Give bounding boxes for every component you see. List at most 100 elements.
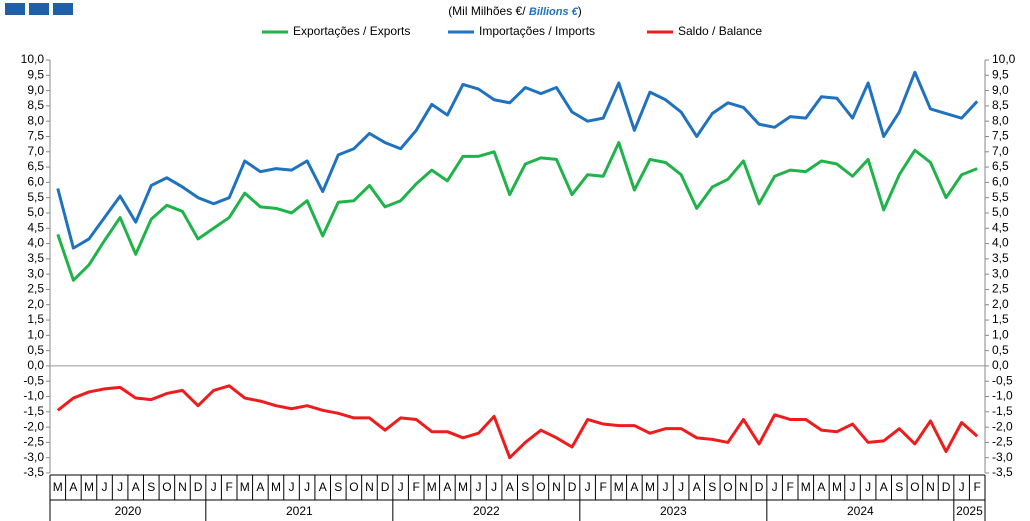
x-tick-label: A [319, 480, 327, 494]
x-tick-label: O [723, 480, 732, 494]
y2-tick-label: 7,5 [992, 129, 1009, 143]
y2-tick-label: -1,0 [992, 389, 1013, 403]
year-label: 2021 [286, 504, 313, 518]
y-tick-label: -0,5 [23, 373, 44, 387]
x-tick-label: J [102, 480, 108, 494]
x-tick-label: J [117, 480, 123, 494]
y-tick-label: -3,0 [23, 450, 44, 464]
y-tick-label: 9,0 [27, 83, 44, 97]
y-tick-label: 8,0 [27, 113, 44, 127]
x-tick-label: F [974, 480, 981, 494]
series-line [56, 384, 979, 460]
x-tick-label: M [614, 480, 624, 494]
x-tick-label: D [381, 480, 390, 494]
x-tick-label: F [226, 480, 233, 494]
x-tick-label: D [568, 480, 577, 494]
y2-tick-label: 1,0 [992, 328, 1009, 342]
y2-tick-label: 5,0 [992, 205, 1009, 219]
y2-tick-label: 3,0 [992, 266, 1009, 280]
x-tick-label: A [880, 480, 888, 494]
x-tick-label: J [959, 480, 965, 494]
x-tick-label: M [832, 480, 842, 494]
x-tick-label: M [645, 480, 655, 494]
y2-tick-label: 2,5 [992, 282, 1009, 296]
legend-label: Saldo / Balance [678, 24, 762, 38]
year-label: 2022 [473, 504, 500, 518]
y2-tick-label: 3,5 [992, 251, 1009, 265]
y2-tick-label: -0,5 [992, 373, 1013, 387]
chart-subtitle: (Mil Milhões €/ Billions €) [448, 4, 582, 18]
x-tick-label: A [506, 480, 514, 494]
year-label: 2023 [660, 504, 687, 518]
x-tick-label: J [476, 480, 482, 494]
x-tick-label: J [865, 480, 871, 494]
x-tick-label: M [458, 480, 468, 494]
y-tick-label: 1,0 [27, 328, 44, 342]
y2-tick-label: 8,0 [992, 113, 1009, 127]
x-tick-label: D [942, 480, 951, 494]
logo-block [53, 3, 73, 15]
y2-tick-label: -2,0 [992, 419, 1013, 433]
y2-tick-label: -1,5 [992, 404, 1013, 418]
x-tick-label: J [304, 480, 310, 494]
y-tick-label: 4,5 [27, 220, 44, 234]
x-tick-label: A [69, 480, 77, 494]
y-tick-label: 6,0 [27, 175, 44, 189]
y-tick-label: 2,0 [27, 297, 44, 311]
x-tick-label: J [289, 480, 295, 494]
y-tick-label: 3,0 [27, 266, 44, 280]
y2-tick-label: 7,0 [992, 144, 1009, 158]
y2-tick-label: 2,0 [992, 297, 1009, 311]
y-tick-label: 5,0 [27, 205, 44, 219]
y2-tick-label: 10,0 [992, 52, 1016, 66]
y2-tick-label: -3,0 [992, 450, 1013, 464]
x-tick-label: S [521, 480, 529, 494]
x-tick-label: J [772, 480, 778, 494]
y-tick-label: -3,5 [23, 465, 44, 479]
series-line [56, 70, 979, 250]
y-tick-label: 8,5 [27, 98, 44, 112]
y2-tick-label: -2,5 [992, 435, 1013, 449]
x-tick-label: M [801, 480, 811, 494]
x-tick-label: J [678, 480, 684, 494]
x-tick-label: O [910, 480, 919, 494]
subtitle-en: Billions € [529, 6, 579, 18]
y2-tick-label: 8,5 [992, 98, 1009, 112]
year-label: 2024 [847, 504, 874, 518]
series-line [56, 141, 978, 282]
x-tick-label: M [271, 480, 281, 494]
y-tick-label: 2,5 [27, 282, 44, 296]
x-tick-label: O [349, 480, 358, 494]
y-tick-label: -1,5 [23, 404, 44, 418]
x-tick-label: M [427, 480, 437, 494]
x-tick-label: M [53, 480, 63, 494]
y2-tick-label: 9,5 [992, 67, 1009, 81]
y-tick-label: -2,0 [23, 419, 44, 433]
y2-tick-label: 5,5 [992, 190, 1009, 204]
x-tick-label: J [491, 480, 497, 494]
y-tick-label: 7,5 [27, 129, 44, 143]
y-tick-label: -1,0 [23, 389, 44, 403]
y2-tick-label: 4,0 [992, 236, 1009, 250]
x-tick-label: A [693, 480, 701, 494]
y2-tick-label: 0,5 [992, 343, 1009, 357]
y-tick-label: 1,5 [27, 312, 44, 326]
x-tick-label: N [178, 480, 187, 494]
x-tick-label: N [926, 480, 935, 494]
logo-block [5, 3, 25, 15]
x-tick-label: A [443, 480, 451, 494]
logo-block [29, 3, 49, 15]
x-tick-label: S [708, 480, 716, 494]
y-tick-label: 9,5 [27, 67, 44, 81]
y-tick-label: 4,0 [27, 236, 44, 250]
x-tick-label: N [739, 480, 748, 494]
y-tick-label: 7,0 [27, 144, 44, 158]
x-tick-label: S [334, 480, 342, 494]
y-tick-label: 0,5 [27, 343, 44, 357]
y-tick-label: 5,5 [27, 190, 44, 204]
x-tick-label: A [817, 480, 825, 494]
x-tick-label: D [755, 480, 764, 494]
y-tick-label: -2,5 [23, 435, 44, 449]
x-tick-label: S [147, 480, 155, 494]
